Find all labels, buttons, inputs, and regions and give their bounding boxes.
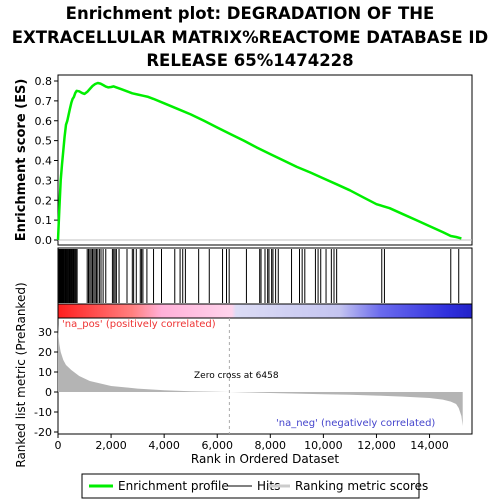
legend [81,473,420,499]
x-tick-label: 6,000 [201,439,233,452]
rank-color-bar [57,303,473,319]
legend-enrichment-label: Enrichment profile [118,479,229,493]
x-tick-label: 0 [55,439,62,452]
es-axis-label: Enrichment score (ES) [14,79,29,242]
es-ytick-label: 0.6 [35,115,53,128]
x-tick-label: 12,000 [357,439,396,452]
rank-ytick-label: 10 [38,366,52,379]
x-tick-label: 10,000 [304,439,343,452]
chart-title-line-3: RELEASE 65%1474228 [146,51,354,70]
rank-axis-label: Ranked list metric (PreRanked) [14,282,28,467]
rank-ytick-label: 0 [45,386,52,399]
es-ytick-label: 0.1 [35,214,53,227]
zero-cross-label: Zero cross at 6458 [194,371,279,381]
rank-ytick-label: -10 [34,406,52,419]
na-pos-label: 'na_pos' (positively correlated) [62,319,216,330]
rank-ytick-label: -20 [34,426,52,439]
es-ytick-label: 0.7 [35,95,53,108]
rank-ytick-label: 30 [38,326,52,339]
es-ytick-label: 0.5 [35,135,53,148]
chart-title: Enrichment plot: DEGRADATION OF THE EXTR… [0,2,500,73]
es-ytick-label: 0.8 [35,75,53,88]
enrichment-profile-line [56,81,462,241]
rank-ytick-label: 20 [38,346,52,359]
x-tick-label: 2,000 [95,439,127,452]
x-tick-label: 4,000 [148,439,180,452]
x-tick-label: 8,000 [255,439,287,452]
es-panel [57,74,473,246]
chart-title-line-2: EXTRACELLULAR MATRIX%REACTOME DATABASE I… [11,27,489,47]
legend-ranking-label: Ranking metric scores [295,479,428,493]
chart-title-line-1: Enrichment plot: DEGRADATION OF THE [65,4,435,23]
es-ytick-label: 0.0 [35,234,53,247]
x-tick-label: 14,000 [410,439,449,452]
es-ytick-label: 0.4 [35,155,53,168]
es-ytick-label: 0.3 [35,174,53,187]
x-axis-label: Rank in Ordered Dataset [191,452,339,466]
rank-panel [57,317,473,435]
es-ytick-label: 0.2 [35,194,53,207]
na-neg-label: 'na_neg' (negatively correlated) [276,418,435,429]
